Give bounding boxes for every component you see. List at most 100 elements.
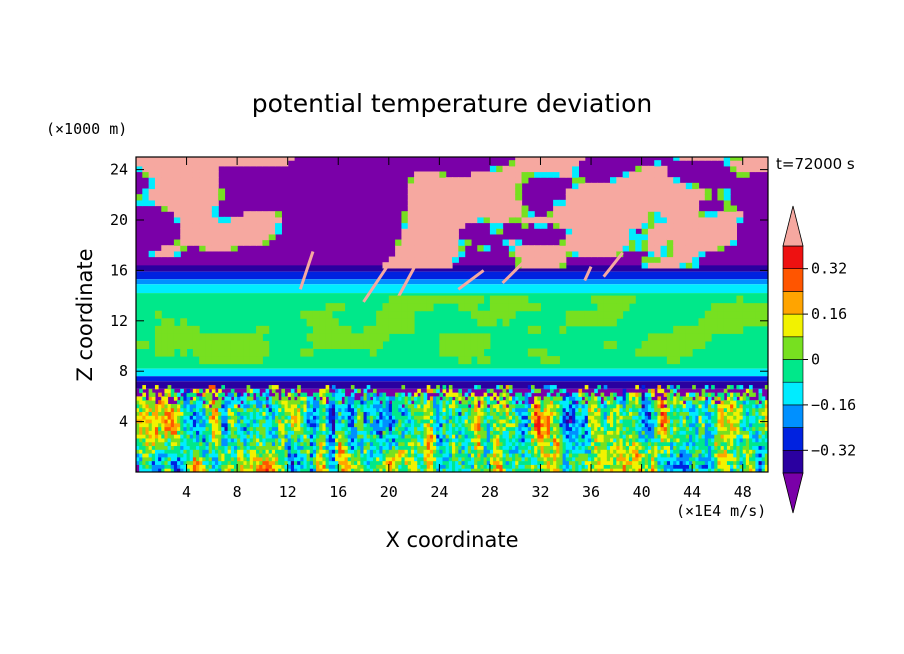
contour-cell (414, 188, 421, 195)
contour-cell (591, 445, 595, 450)
contour-cell (335, 437, 339, 443)
contour-cell (180, 216, 188, 224)
contour-cell (240, 419, 244, 424)
contour-cell (420, 464, 425, 469)
x-axis-label: X coordinate (385, 528, 518, 552)
contour-cell (458, 411, 462, 416)
contour-cell (644, 430, 649, 435)
contour-cell (464, 430, 469, 435)
contour-cell (287, 392, 292, 397)
contour-cell (379, 456, 383, 462)
contour-cell (395, 403, 399, 409)
contour-cell (603, 194, 611, 201)
contour-cell (338, 325, 346, 334)
contour-cell (271, 422, 276, 428)
contour-cell (379, 468, 383, 472)
contour-cell (189, 445, 194, 450)
contour-cell (136, 157, 143, 161)
contour-cell (647, 468, 652, 472)
contour-cell (186, 194, 194, 201)
contour-cell (575, 468, 579, 472)
contour-cell (237, 160, 245, 167)
contour-cell (278, 441, 282, 447)
contour-cell (628, 228, 636, 235)
contour-cell (433, 295, 440, 304)
contour-cell (600, 460, 605, 465)
contour-cell (420, 182, 428, 190)
contour-cell (603, 449, 608, 454)
contour-cell (300, 400, 304, 405)
contour-cell (553, 407, 557, 413)
contour-cell (581, 464, 586, 469)
contour-cell (587, 456, 592, 462)
contour-cell (167, 157, 175, 161)
contour-cell (565, 445, 570, 450)
contour-cell (562, 411, 567, 416)
time-label: t=72000 s (776, 155, 855, 173)
contour-cell (644, 437, 649, 443)
contour-cell (527, 325, 535, 334)
contour-cell (496, 182, 504, 190)
contour-cell (142, 407, 146, 413)
contour-cell (553, 403, 557, 409)
contour-cell (256, 160, 263, 167)
contour-cell (644, 453, 649, 458)
contour-cell (483, 392, 488, 397)
contour-cell (496, 199, 504, 207)
contour-cell (161, 250, 169, 258)
contour-cell (284, 426, 289, 431)
contour-cell (663, 422, 668, 428)
contour-cell (262, 228, 270, 235)
contour-cell (638, 434, 643, 439)
contour-cell (357, 388, 361, 394)
contour-cell (177, 468, 181, 472)
contour-cell (142, 165, 150, 173)
contour-cell (360, 419, 365, 424)
contour-cell (565, 422, 570, 428)
contour-cell (382, 310, 390, 319)
contour-cell (663, 400, 668, 405)
contour-cell (189, 434, 194, 439)
contour-cell (518, 464, 523, 469)
contour-cell (439, 403, 444, 409)
contour-cell (436, 422, 440, 428)
contour-cell (666, 239, 674, 246)
contour-cell (587, 403, 592, 409)
contour-cell (391, 445, 396, 450)
contour-cell (328, 422, 333, 428)
contour-cell (562, 426, 567, 431)
contour-cell (587, 453, 592, 458)
contour-cell (625, 411, 630, 416)
contour-cell (606, 430, 611, 435)
contour-cell (350, 453, 355, 458)
contour-cell (423, 426, 428, 431)
contour-cell (685, 205, 693, 212)
contour-cell (527, 392, 532, 397)
contour-cell (192, 199, 200, 207)
contour-cell (647, 256, 655, 263)
contour-cell (594, 430, 598, 435)
contour-cell (407, 426, 412, 431)
contour-cell (736, 165, 744, 173)
contour-cell (429, 422, 434, 428)
contour-cell (527, 456, 532, 462)
contour-cell (657, 464, 662, 469)
contour-cell (597, 245, 605, 252)
contour-cell (657, 456, 662, 462)
contour-cell (717, 211, 725, 218)
contour-cell (679, 211, 687, 218)
contour-cell (265, 468, 270, 472)
contour-cell (341, 419, 346, 424)
contour-cell (398, 407, 402, 413)
contour-cell (470, 403, 475, 409)
contour-cell (673, 445, 677, 450)
contour-cell (477, 449, 481, 454)
contour-cell (540, 222, 548, 229)
contour-cell (306, 460, 311, 465)
contour-cell (496, 188, 504, 195)
contour-cell (224, 426, 229, 431)
contour-cell (625, 415, 630, 420)
contour-cell (231, 149, 238, 155)
contour-cell (433, 194, 440, 201)
contour-cell (540, 407, 545, 413)
